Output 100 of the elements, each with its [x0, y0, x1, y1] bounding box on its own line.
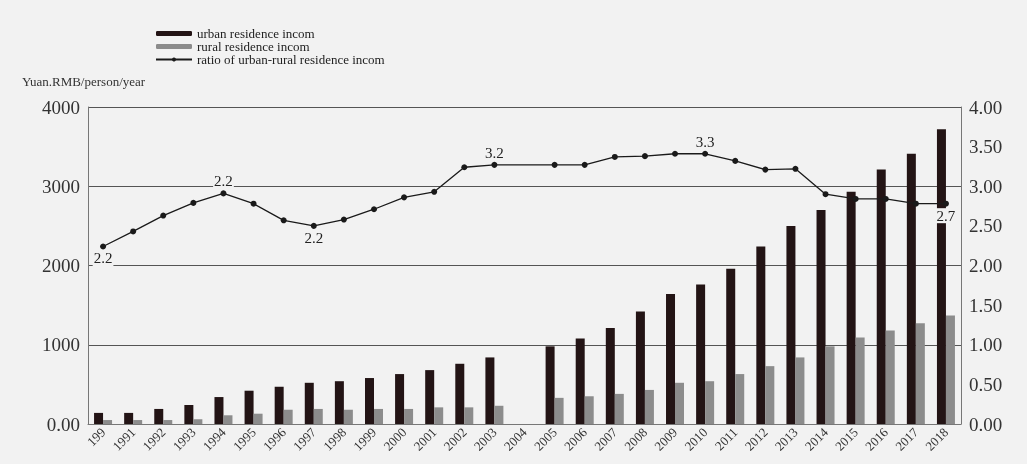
point [401, 194, 408, 201]
y2-tick-label: 2.00 [969, 255, 1003, 276]
bar [395, 374, 405, 424]
y2-tick-label: 1.50 [969, 294, 1003, 316]
legend-label: ratio of urban-rural residence incom [197, 52, 385, 67]
bar [644, 389, 654, 424]
point [160, 212, 167, 219]
point [672, 150, 679, 157]
bar [545, 346, 555, 424]
bar [334, 381, 344, 424]
point [641, 153, 648, 160]
y2-tick-label: 3.00 [969, 175, 1003, 197]
bar [696, 284, 706, 424]
bar [214, 397, 224, 424]
y-tick-label: 3000 [42, 175, 80, 197]
point [340, 216, 347, 223]
bar [786, 225, 796, 424]
bar [373, 408, 383, 424]
bar [666, 294, 676, 424]
annotation: 3.3 [695, 133, 715, 150]
bar [494, 405, 504, 424]
point [732, 157, 739, 164]
bar [244, 390, 254, 424]
bar [124, 412, 134, 424]
x-tick-label: 199 [83, 424, 109, 450]
bar [735, 374, 745, 424]
bar [575, 338, 585, 424]
y2-tick-label: 0.50 [969, 373, 1003, 395]
y2-tick-label: 2.50 [969, 215, 1003, 237]
point [491, 161, 498, 168]
point [310, 222, 317, 229]
bar [253, 413, 263, 424]
bar [425, 370, 435, 424]
x-tick-label: 1991 [109, 424, 139, 454]
bar [765, 366, 775, 424]
bar [304, 382, 314, 424]
point [370, 206, 377, 213]
bar [945, 315, 955, 424]
bar [605, 328, 615, 424]
bar [915, 323, 925, 424]
bar [313, 408, 323, 424]
point [461, 164, 468, 171]
point [431, 188, 438, 195]
y-tick-label: 0.00 [46, 413, 80, 435]
annotation: 2.7 [936, 207, 956, 224]
legend-label: urban residence incom [197, 26, 315, 41]
point [762, 166, 769, 173]
y-tick-label: 1000 [42, 334, 80, 356]
point [130, 228, 137, 235]
bar [464, 407, 474, 424]
point [611, 153, 618, 160]
bar [635, 311, 645, 424]
bar [133, 420, 143, 424]
bar [283, 409, 293, 424]
annotation: 3.2 [485, 144, 504, 161]
point [250, 200, 257, 207]
bar [756, 246, 766, 424]
bar [584, 396, 594, 424]
x-tick-label: 2011 [711, 424, 741, 454]
bar [795, 357, 805, 424]
bar [855, 337, 865, 424]
bar [184, 404, 194, 424]
bar [223, 415, 233, 424]
bar [404, 408, 414, 424]
bar [485, 357, 495, 424]
bar [103, 420, 113, 424]
y2-tick-label: 0.00 [969, 413, 1003, 435]
x-tick-label: 2001 [410, 424, 440, 454]
bar [554, 397, 564, 424]
point [822, 191, 829, 198]
y-tick-label: 4000 [42, 96, 80, 118]
legend-label: rural residence incom [197, 39, 310, 54]
bar [825, 346, 835, 424]
bar [726, 268, 736, 424]
bar [274, 386, 284, 424]
point [882, 195, 889, 202]
point [852, 195, 859, 202]
bar [154, 408, 164, 424]
y2-tick-label: 3.50 [969, 136, 1003, 158]
bar [193, 419, 203, 424]
y-axis-title: Yuan.RMB/person/year [22, 74, 146, 89]
bar [163, 420, 173, 424]
y2-tick-label: 1.00 [969, 334, 1003, 356]
bar [705, 381, 715, 424]
y2-tick-label: 4.00 [969, 96, 1003, 118]
point [702, 150, 709, 157]
point [100, 243, 107, 250]
bar [434, 407, 444, 424]
bar [364, 378, 374, 424]
point [551, 161, 558, 168]
point [912, 200, 919, 207]
bar [816, 210, 826, 424]
point [220, 190, 227, 197]
annotation: 2.2 [93, 250, 113, 267]
point [792, 165, 799, 172]
point [942, 200, 949, 207]
bar [885, 330, 895, 424]
bar [94, 412, 104, 424]
point [280, 217, 287, 224]
bar [675, 382, 685, 424]
